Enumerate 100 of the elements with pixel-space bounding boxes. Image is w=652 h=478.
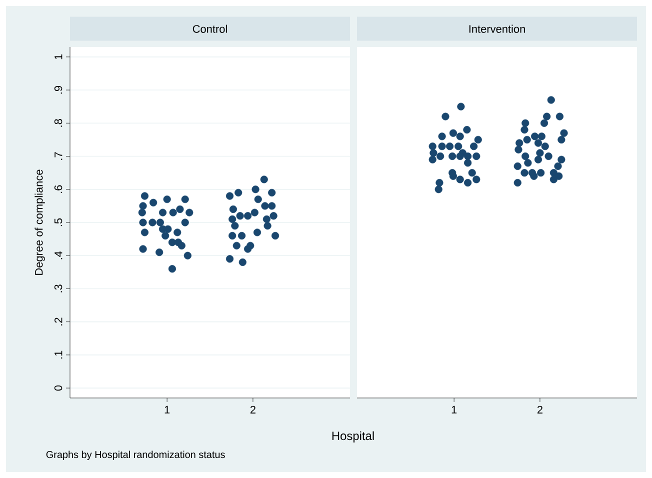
point <box>261 202 269 210</box>
point <box>250 208 258 216</box>
y-tick-label: .4 <box>54 251 62 260</box>
point <box>520 126 528 134</box>
x-tick-label: 1 <box>452 406 457 414</box>
point <box>184 252 192 260</box>
point <box>262 215 270 223</box>
y-tick-label: 0 <box>54 385 62 391</box>
point <box>558 136 566 144</box>
y-tick-label: .2 <box>54 318 62 326</box>
point <box>464 178 472 187</box>
y-tick-label: .5 <box>54 218 62 226</box>
point <box>246 242 254 250</box>
point <box>524 159 532 167</box>
point <box>456 132 464 140</box>
point <box>158 208 167 216</box>
y-tick-label: .8 <box>54 119 62 127</box>
point <box>537 169 545 177</box>
point <box>234 188 242 196</box>
point <box>436 152 444 160</box>
point <box>544 152 552 160</box>
point <box>472 152 480 160</box>
point <box>253 228 262 236</box>
point <box>454 142 462 150</box>
point <box>472 176 480 184</box>
point <box>531 132 539 140</box>
y-tick-label: .3 <box>54 284 62 292</box>
point <box>456 152 464 160</box>
y-tick-label: .7 <box>54 152 62 160</box>
point <box>260 176 268 184</box>
point <box>156 248 164 256</box>
point <box>140 192 149 200</box>
point <box>228 232 236 240</box>
x-axis-title: Hospital <box>332 431 374 442</box>
point <box>430 149 438 157</box>
point <box>536 149 544 157</box>
point <box>428 156 436 164</box>
point <box>522 119 530 127</box>
point <box>236 212 244 220</box>
point <box>238 258 246 266</box>
point <box>543 112 551 120</box>
y-tick-label: .9 <box>54 86 62 94</box>
point <box>140 228 149 236</box>
point <box>252 186 260 194</box>
point <box>178 242 186 250</box>
point <box>541 142 549 150</box>
point <box>148 218 156 226</box>
point <box>534 156 542 164</box>
point <box>464 152 472 160</box>
point <box>448 152 456 160</box>
point <box>470 142 478 150</box>
point <box>522 152 530 160</box>
point <box>523 136 531 144</box>
point <box>229 205 237 214</box>
point <box>436 178 444 187</box>
point <box>534 139 542 147</box>
point <box>150 198 158 206</box>
point <box>270 212 278 220</box>
point <box>226 255 234 263</box>
point <box>554 162 562 170</box>
point <box>174 228 182 236</box>
point <box>468 169 476 177</box>
point <box>456 176 464 184</box>
point <box>463 126 471 134</box>
point <box>428 142 436 150</box>
point <box>139 218 147 226</box>
point <box>520 169 528 177</box>
y-tick-label: 1 <box>54 54 62 60</box>
x-tick-label: 2 <box>537 406 542 414</box>
y-axis-title: Degree of compliance <box>34 170 45 275</box>
y-tick-label: .1 <box>54 350 62 359</box>
y-tick-label: .6 <box>54 185 62 193</box>
point <box>181 218 189 226</box>
point <box>514 178 522 187</box>
point <box>169 208 177 216</box>
point <box>139 245 147 253</box>
point <box>232 242 240 250</box>
point <box>514 146 522 154</box>
point <box>226 192 234 200</box>
point <box>238 232 246 240</box>
point <box>550 176 558 184</box>
point <box>516 139 524 147</box>
point <box>438 142 446 150</box>
point <box>186 208 194 216</box>
point <box>264 222 272 230</box>
chart-title: Control <box>192 24 227 33</box>
x-tick-label: 2 <box>250 406 256 414</box>
point <box>558 156 566 164</box>
point <box>449 129 458 137</box>
point <box>474 136 482 144</box>
point <box>176 205 184 214</box>
point <box>254 196 262 204</box>
point <box>181 196 189 204</box>
point <box>156 218 164 226</box>
point <box>228 215 236 223</box>
point <box>556 112 564 120</box>
point <box>464 159 472 167</box>
point <box>138 208 146 216</box>
point <box>268 188 276 196</box>
point <box>268 202 276 210</box>
